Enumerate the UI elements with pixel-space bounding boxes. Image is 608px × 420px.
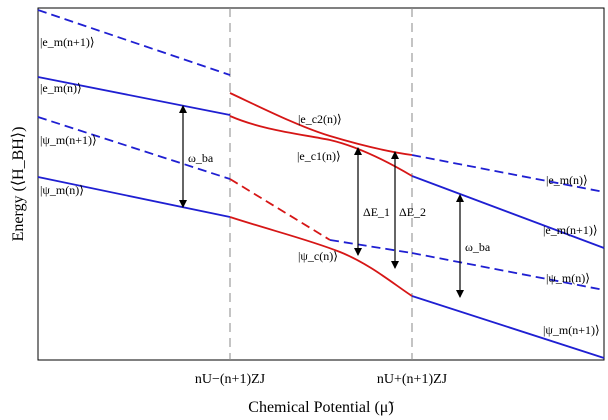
x-axis-label: Chemical Potential (μ̃): [248, 399, 394, 416]
line-em-n-right: [411, 154, 605, 193]
tick-left: nU−(n+1)ZJ: [195, 372, 266, 387]
line-psim-n1-left: [37, 116, 231, 180]
label-ec2: |e_c2(n)⟩: [298, 112, 342, 126]
label-ec1: |e_c1(n)⟩: [297, 149, 341, 163]
curve-ec1: [229, 115, 413, 177]
curve-dashed-crossing: [229, 178, 331, 241]
label-psic: |ψ_c(n)⟩: [298, 249, 338, 263]
curve-psic: [229, 216, 413, 297]
label-left-psim-n: |ψ_m(n)⟩: [40, 183, 84, 197]
label-delta-e1: ΔE_1: [363, 205, 390, 219]
label-delta-e2: ΔE_2: [399, 205, 426, 219]
y-axis-label: Energy (⟨H_BH⟩): [10, 127, 27, 242]
line-em-n-left: [37, 76, 231, 116]
tick-right: nU+(n+1)ZJ: [377, 372, 448, 387]
label-right-psim-n1: |ψ_m(n+1)⟩: [543, 323, 600, 337]
label-right-em-n: |e_m(n)⟩: [546, 173, 588, 187]
label-right-em-n1: |e_m(n+1)⟩: [543, 223, 598, 237]
line-psim-n1-right: [411, 295, 605, 359]
label-omega-left: ω_ba: [188, 151, 214, 165]
label-omega-right: ω_ba: [465, 240, 491, 254]
curve-ec2: [229, 92, 413, 156]
label-left-em-n: |e_m(n)⟩: [40, 81, 82, 95]
line-mid-dashed: [329, 239, 413, 254]
plot-frame: [37, 7, 605, 361]
label-left-em-n1: |e_m(n+1)⟩: [40, 35, 95, 49]
line-em-n1-left: [37, 9, 231, 76]
line-psim-n-right: [411, 252, 605, 291]
line-em-n1-right: [411, 175, 605, 249]
line-psim-n-left: [37, 176, 231, 218]
label-right-psim-n: |ψ_m(n)⟩: [546, 271, 590, 285]
label-left-psim-n1: |ψ_m(n+1)⟩: [40, 133, 97, 147]
